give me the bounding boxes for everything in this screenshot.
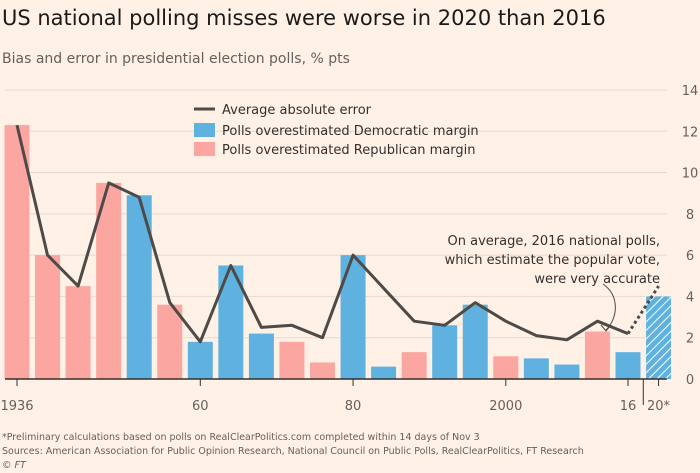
- legend-label: Polls overestimated Democratic margin: [222, 124, 479, 139]
- y-tick-label: 8: [686, 208, 694, 223]
- bar-2016: [615, 352, 641, 379]
- sources-note: Sources: American Association for Public…: [2, 446, 584, 457]
- x-tick-label: 16: [620, 399, 637, 414]
- bar-1944: [65, 286, 91, 379]
- bar-2012: [584, 331, 610, 379]
- chart-footer: *Preliminary calculations based on polls…: [2, 431, 584, 473]
- average-error-line: [15, 124, 629, 344]
- x-tick-label: 60: [192, 399, 209, 414]
- chart-subtitle: Bias and error in presidential election …: [2, 51, 350, 67]
- y-tick-label: 0: [686, 373, 694, 388]
- x-tick-label: 1936: [0, 399, 33, 414]
- x-tick-label: 20*: [647, 399, 671, 414]
- annotation-text: On average, 2016 national polls,: [448, 234, 660, 249]
- bar-1936: [4, 125, 30, 379]
- bar-2008: [554, 364, 580, 379]
- bar-2004: [523, 358, 549, 379]
- y-tick-label: 4: [686, 290, 694, 305]
- bar-1996: [462, 304, 488, 379]
- chart-title: US national polling misses were worse in…: [2, 6, 606, 30]
- legend-swatch-democratic: [194, 123, 215, 137]
- bar-1976: [310, 362, 335, 379]
- bar-1988: [401, 352, 427, 379]
- annotation-text: were very accurate: [534, 272, 660, 287]
- bar-1968: [248, 333, 274, 379]
- bar-1972: [279, 341, 305, 379]
- credit: © FT: [2, 460, 26, 471]
- chart-area: 0 2 4 6 8 10 12 14 1936 60 80 2000 16 20* Average abs…: [0, 84, 698, 414]
- bar-1992: [432, 325, 458, 379]
- bar-1956: [157, 304, 183, 379]
- annotation-arrowhead: [600, 324, 612, 332]
- annotation: On average, 2016 national polls, which es…: [445, 234, 660, 332]
- y-tick-label: 6: [686, 249, 694, 264]
- y-tick-label: 12: [682, 125, 699, 140]
- bar-1980: [340, 255, 366, 379]
- legend: Average absolute error Polls overestimate…: [194, 103, 479, 158]
- x-tick-label: 80: [345, 399, 362, 414]
- x-tick-label: 2000: [489, 399, 522, 414]
- y-tick-label: 10: [682, 167, 699, 182]
- legend-label: Average absolute error: [222, 103, 372, 118]
- bar-1960: [187, 341, 213, 379]
- bar-2000: [493, 356, 519, 379]
- bar-1984: [371, 366, 397, 379]
- axes: 0 2 4 6 8 10 12 14 1936 60 80 2000 16 20*: [0, 84, 698, 414]
- bar-1940: [35, 255, 61, 379]
- error-line: [15, 124, 660, 344]
- bars: [4, 125, 672, 379]
- legend-swatch-republican: [194, 142, 215, 156]
- y-tick-label: 14: [682, 84, 699, 99]
- footnote: *Preliminary calculations based on polls…: [2, 432, 480, 443]
- annotation-text: which estimate the popular vote,: [445, 253, 660, 268]
- annotation-arrow: [602, 283, 616, 331]
- legend-label: Polls overestimated Republican margin: [222, 143, 476, 158]
- bar-2020: [646, 296, 672, 379]
- y-tick-label: 2: [686, 332, 694, 347]
